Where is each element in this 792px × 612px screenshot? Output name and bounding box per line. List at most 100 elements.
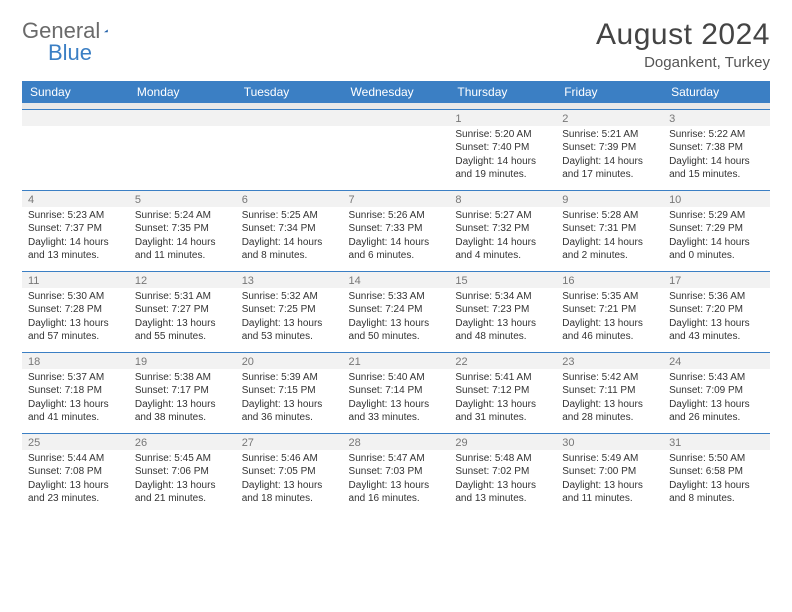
daylight-text: and 43 minutes. [669, 330, 764, 344]
daylight-text: and 18 minutes. [242, 492, 337, 506]
daylight-text: and 6 minutes. [349, 249, 444, 263]
day-number: 29 [449, 433, 556, 450]
daylight-text: Daylight: 14 hours [455, 236, 550, 250]
daylight-text: and 48 minutes. [455, 330, 550, 344]
daylight-text: Daylight: 13 hours [669, 398, 764, 412]
day-cell: Sunrise: 5:30 AMSunset: 7:28 PMDaylight:… [22, 288, 129, 353]
day-cell: Sunrise: 5:35 AMSunset: 7:21 PMDaylight:… [556, 288, 663, 353]
daylight-text: and 16 minutes. [349, 492, 444, 506]
daylight-text: Daylight: 13 hours [135, 398, 230, 412]
daylight-text: and 53 minutes. [242, 330, 337, 344]
sunset-text: Sunset: 7:11 PM [562, 384, 657, 398]
day-cell: Sunrise: 5:44 AMSunset: 7:08 PMDaylight:… [22, 450, 129, 514]
week-head: 18192021222324 [22, 352, 770, 369]
daylight-text: Daylight: 13 hours [455, 317, 550, 331]
day-number: 26 [129, 433, 236, 450]
sunrise-text: Sunrise: 5:26 AM [349, 209, 444, 223]
daylight-text: and 50 minutes. [349, 330, 444, 344]
sunset-text: Sunset: 7:34 PM [242, 222, 337, 236]
daylight-text: Daylight: 13 hours [242, 479, 337, 493]
day-number: 9 [556, 190, 663, 207]
calendar-table: Sunday Monday Tuesday Wednesday Thursday… [22, 81, 770, 514]
sunrise-text: Sunrise: 5:27 AM [455, 209, 550, 223]
week-body: Sunrise: 5:44 AMSunset: 7:08 PMDaylight:… [22, 450, 770, 514]
sunset-text: Sunset: 7:14 PM [349, 384, 444, 398]
sunset-text: Sunset: 7:18 PM [28, 384, 123, 398]
sunrise-text: Sunrise: 5:23 AM [28, 209, 123, 223]
daylight-text: Daylight: 14 hours [28, 236, 123, 250]
day-number: 15 [449, 271, 556, 288]
sunset-text: Sunset: 7:12 PM [455, 384, 550, 398]
day-number: 22 [449, 352, 556, 369]
sunrise-text: Sunrise: 5:29 AM [669, 209, 764, 223]
sunset-text: Sunset: 7:20 PM [669, 303, 764, 317]
sunset-text: Sunset: 7:15 PM [242, 384, 337, 398]
sunrise-text: Sunrise: 5:35 AM [562, 290, 657, 304]
day-cell: Sunrise: 5:42 AMSunset: 7:11 PMDaylight:… [556, 369, 663, 434]
day-cell: Sunrise: 5:33 AMSunset: 7:24 PMDaylight:… [343, 288, 450, 353]
sunset-text: Sunset: 7:17 PM [135, 384, 230, 398]
day-cell: Sunrise: 5:34 AMSunset: 7:23 PMDaylight:… [449, 288, 556, 353]
day-cell: Sunrise: 5:43 AMSunset: 7:09 PMDaylight:… [663, 369, 770, 434]
daylight-text: Daylight: 13 hours [669, 317, 764, 331]
daylight-text: Daylight: 14 hours [562, 155, 657, 169]
day-number: 7 [343, 190, 450, 207]
day-number [236, 109, 343, 126]
daylight-text: Daylight: 14 hours [135, 236, 230, 250]
day-cell: Sunrise: 5:46 AMSunset: 7:05 PMDaylight:… [236, 450, 343, 514]
sunrise-text: Sunrise: 5:31 AM [135, 290, 230, 304]
daylight-text: Daylight: 13 hours [135, 317, 230, 331]
daylight-text: Daylight: 13 hours [349, 479, 444, 493]
day-cell: Sunrise: 5:40 AMSunset: 7:14 PMDaylight:… [343, 369, 450, 434]
day-number: 4 [22, 190, 129, 207]
header: General August 2024 Dogankent, Turkey [22, 18, 770, 71]
day-cell: Sunrise: 5:29 AMSunset: 7:29 PMDaylight:… [663, 207, 770, 272]
sunset-text: Sunset: 7:40 PM [455, 141, 550, 155]
daylight-text: and 17 minutes. [562, 168, 657, 182]
daylight-text: and 21 minutes. [135, 492, 230, 506]
sunrise-text: Sunrise: 5:49 AM [562, 452, 657, 466]
day-cell: Sunrise: 5:31 AMSunset: 7:27 PMDaylight:… [129, 288, 236, 353]
daylight-text: and 36 minutes. [242, 411, 337, 425]
sunrise-text: Sunrise: 5:21 AM [562, 128, 657, 142]
sunrise-text: Sunrise: 5:20 AM [455, 128, 550, 142]
sunrise-text: Sunrise: 5:36 AM [669, 290, 764, 304]
daylight-text: Daylight: 13 hours [28, 479, 123, 493]
sunrise-text: Sunrise: 5:41 AM [455, 371, 550, 385]
sunset-text: Sunset: 7:00 PM [562, 465, 657, 479]
week-body: Sunrise: 5:30 AMSunset: 7:28 PMDaylight:… [22, 288, 770, 353]
day-number: 18 [22, 352, 129, 369]
daylight-text: and 57 minutes. [28, 330, 123, 344]
daylight-text: and 33 minutes. [349, 411, 444, 425]
dow-thursday: Thursday [449, 81, 556, 103]
sunrise-text: Sunrise: 5:50 AM [669, 452, 764, 466]
day-cell: Sunrise: 5:23 AMSunset: 7:37 PMDaylight:… [22, 207, 129, 272]
day-cell: Sunrise: 5:48 AMSunset: 7:02 PMDaylight:… [449, 450, 556, 514]
daylight-text: Daylight: 13 hours [562, 317, 657, 331]
day-cell: Sunrise: 5:32 AMSunset: 7:25 PMDaylight:… [236, 288, 343, 353]
daylight-text: and 4 minutes. [455, 249, 550, 263]
day-cell: Sunrise: 5:49 AMSunset: 7:00 PMDaylight:… [556, 450, 663, 514]
daylight-text: and 23 minutes. [28, 492, 123, 506]
week-head: 123 [22, 109, 770, 126]
day-number: 11 [22, 271, 129, 288]
day-number [129, 109, 236, 126]
sunset-text: Sunset: 7:02 PM [455, 465, 550, 479]
week-head: 25262728293031 [22, 433, 770, 450]
sunrise-text: Sunrise: 5:24 AM [135, 209, 230, 223]
daylight-text: and 13 minutes. [455, 492, 550, 506]
daylight-text: Daylight: 14 hours [455, 155, 550, 169]
sunset-text: Sunset: 7:21 PM [562, 303, 657, 317]
day-cell: Sunrise: 5:26 AMSunset: 7:33 PMDaylight:… [343, 207, 450, 272]
sunrise-text: Sunrise: 5:38 AM [135, 371, 230, 385]
daylight-text: Daylight: 14 hours [669, 155, 764, 169]
daylight-text: Daylight: 13 hours [349, 317, 444, 331]
sunset-text: Sunset: 7:32 PM [455, 222, 550, 236]
sunset-text: Sunset: 7:31 PM [562, 222, 657, 236]
sunset-text: Sunset: 7:37 PM [28, 222, 123, 236]
daylight-text: Daylight: 13 hours [349, 398, 444, 412]
daylight-text: and 2 minutes. [562, 249, 657, 263]
daylight-text: Daylight: 13 hours [28, 317, 123, 331]
dow-wednesday: Wednesday [343, 81, 450, 103]
sunrise-text: Sunrise: 5:33 AM [349, 290, 444, 304]
